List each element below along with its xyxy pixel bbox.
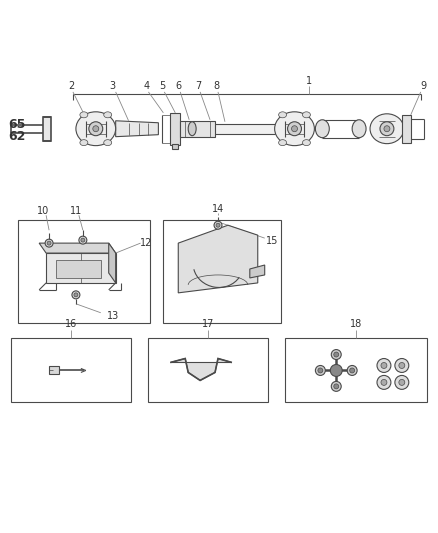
Circle shape xyxy=(47,241,51,245)
Circle shape xyxy=(377,359,391,373)
Polygon shape xyxy=(109,243,116,283)
Bar xyxy=(56,260,101,278)
Bar xyxy=(180,121,215,136)
Text: 7: 7 xyxy=(195,81,201,91)
Text: 5: 5 xyxy=(159,81,166,91)
Bar xyxy=(170,113,180,144)
Text: 8: 8 xyxy=(213,81,219,91)
Polygon shape xyxy=(170,359,232,381)
Text: 9: 9 xyxy=(420,81,427,91)
Ellipse shape xyxy=(104,112,112,118)
Circle shape xyxy=(318,368,323,373)
Text: 10: 10 xyxy=(37,206,49,216)
Circle shape xyxy=(330,365,342,376)
Circle shape xyxy=(292,126,297,132)
Text: 1: 1 xyxy=(306,76,312,86)
Text: 6: 6 xyxy=(175,81,181,91)
Polygon shape xyxy=(116,121,159,136)
Circle shape xyxy=(334,352,339,357)
Circle shape xyxy=(331,382,341,391)
Text: 11: 11 xyxy=(70,206,82,216)
Polygon shape xyxy=(39,243,116,253)
Text: 17: 17 xyxy=(202,319,214,329)
Bar xyxy=(11,337,131,402)
Circle shape xyxy=(395,359,409,373)
Circle shape xyxy=(45,239,53,247)
Circle shape xyxy=(81,238,85,242)
Circle shape xyxy=(74,293,78,297)
Ellipse shape xyxy=(370,114,404,144)
Text: 14: 14 xyxy=(212,204,224,214)
Ellipse shape xyxy=(104,140,112,146)
Circle shape xyxy=(216,223,220,227)
Polygon shape xyxy=(178,225,258,293)
Text: 62: 62 xyxy=(9,130,26,143)
Circle shape xyxy=(214,221,222,229)
Text: 15: 15 xyxy=(265,236,278,246)
Circle shape xyxy=(331,350,341,360)
Ellipse shape xyxy=(275,112,314,146)
Bar xyxy=(49,367,59,375)
Circle shape xyxy=(93,126,99,132)
Text: 18: 18 xyxy=(350,319,362,329)
Text: 2: 2 xyxy=(68,81,74,91)
Bar xyxy=(172,144,178,149)
Bar xyxy=(285,337,427,402)
Text: 65: 65 xyxy=(9,118,26,131)
Ellipse shape xyxy=(80,140,88,146)
Ellipse shape xyxy=(315,120,329,138)
Bar xyxy=(148,337,268,402)
Circle shape xyxy=(315,366,325,375)
Circle shape xyxy=(377,375,391,389)
Circle shape xyxy=(381,362,387,368)
Circle shape xyxy=(350,368,355,373)
Bar xyxy=(43,117,51,141)
Ellipse shape xyxy=(76,112,116,146)
Circle shape xyxy=(399,362,405,368)
Text: 13: 13 xyxy=(106,311,119,321)
Text: 12: 12 xyxy=(140,238,153,248)
Ellipse shape xyxy=(279,140,286,146)
Bar xyxy=(163,220,281,322)
Ellipse shape xyxy=(188,122,196,136)
Bar xyxy=(402,115,411,143)
Circle shape xyxy=(399,379,405,385)
Ellipse shape xyxy=(303,140,311,146)
Bar xyxy=(18,220,150,322)
Ellipse shape xyxy=(352,120,366,138)
Text: 16: 16 xyxy=(65,319,77,329)
Circle shape xyxy=(381,379,387,385)
Circle shape xyxy=(334,384,339,389)
Text: 4: 4 xyxy=(143,81,149,91)
Circle shape xyxy=(288,122,301,136)
Circle shape xyxy=(79,236,87,244)
Circle shape xyxy=(347,366,357,375)
Circle shape xyxy=(395,375,409,389)
Circle shape xyxy=(384,126,390,132)
Bar xyxy=(215,124,275,134)
Circle shape xyxy=(72,291,80,299)
Polygon shape xyxy=(46,253,116,283)
Ellipse shape xyxy=(80,112,88,118)
Text: 3: 3 xyxy=(110,81,116,91)
Polygon shape xyxy=(250,265,265,278)
Ellipse shape xyxy=(279,112,286,118)
Circle shape xyxy=(380,122,394,136)
Ellipse shape xyxy=(303,112,311,118)
Circle shape xyxy=(89,122,103,136)
